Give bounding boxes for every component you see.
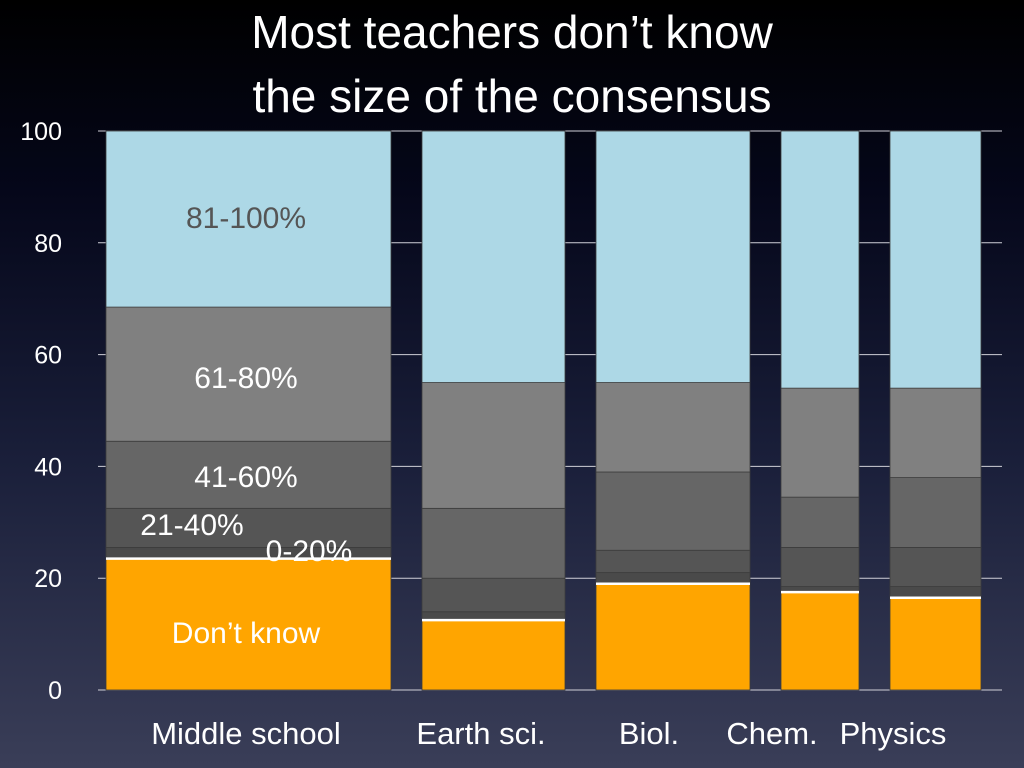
x-category-label: Physics	[840, 716, 947, 751]
segment-label-0-20-: 0-20%	[266, 535, 353, 568]
y-tick-label-80: 80	[34, 230, 62, 258]
bar-segment-earth-sci-21-40-	[421, 577, 566, 613]
bar-segment-biol-41-60-	[595, 471, 751, 551]
segment-label-61-80-: 61-80%	[194, 362, 297, 395]
bar-segment-chem-41-60-	[780, 496, 860, 548]
y-tick-label-20: 20	[34, 565, 62, 593]
bar-segment-biol-0-20-	[595, 572, 751, 585]
bar-segment-biol-21-40-	[595, 549, 751, 574]
bar-segment-physics-0-20-	[889, 586, 982, 599]
bar-segment-middle-school-81-100-	[105, 130, 392, 308]
bar-segment-earth-sci-81-100-	[421, 130, 566, 383]
bar-segment-physics-81-100-	[889, 130, 982, 389]
bar-segment-physics-61-80-	[889, 387, 982, 478]
bar-segment-chem-61-80-	[780, 387, 860, 498]
bar-segment-physics-21-40-	[889, 547, 982, 587]
chart-title-line-1: Most teachers don’t know	[251, 6, 773, 58]
bar-segment-earth-sci-don-t-know	[421, 619, 566, 691]
x-category-label: Biol.	[619, 716, 679, 751]
x-category-label: Earth sci.	[416, 716, 545, 751]
bar-segment-middle-school-61-80-	[105, 306, 392, 442]
segment-label-81-100-: 81-100%	[186, 202, 306, 235]
y-tick-label-0: 0	[48, 677, 62, 705]
segment-label-don-t-know: Don’t know	[172, 617, 321, 650]
y-tick-label-40: 40	[34, 453, 62, 481]
bar-segment-earth-sci-41-60-	[421, 507, 566, 579]
chart-title: Most teachers don’t know the size of the…	[0, 0, 1024, 128]
chart-title-line-2: the size of the consensus	[252, 70, 772, 122]
bar-segment-physics-don-t-know	[889, 597, 982, 691]
y-tick-label-60: 60	[34, 342, 62, 370]
segment-label-21-40-: 21-40%	[140, 509, 243, 542]
bar-segment-chem-don-t-know	[780, 591, 860, 691]
bar-segment-biol-don-t-know	[595, 583, 751, 691]
bar-segment-earth-sci-0-20-	[421, 611, 566, 621]
bar-segment-chem-21-40-	[780, 547, 860, 587]
bar-segment-chem-81-100-	[780, 130, 860, 389]
bar-segment-biol-81-100-	[595, 130, 751, 383]
bar-segment-physics-41-60-	[889, 477, 982, 548]
x-category-label: Chem.	[726, 716, 817, 751]
y-tick-label-100: 100	[20, 118, 62, 146]
bar-segment-middle-school-don-t-know	[105, 558, 392, 691]
bar-segment-earth-sci-61-80-	[421, 382, 566, 509]
bar-segment-biol-61-80-	[595, 382, 751, 473]
segment-label-41-60-: 41-60%	[194, 461, 297, 494]
x-category-label: Middle school	[151, 716, 341, 751]
